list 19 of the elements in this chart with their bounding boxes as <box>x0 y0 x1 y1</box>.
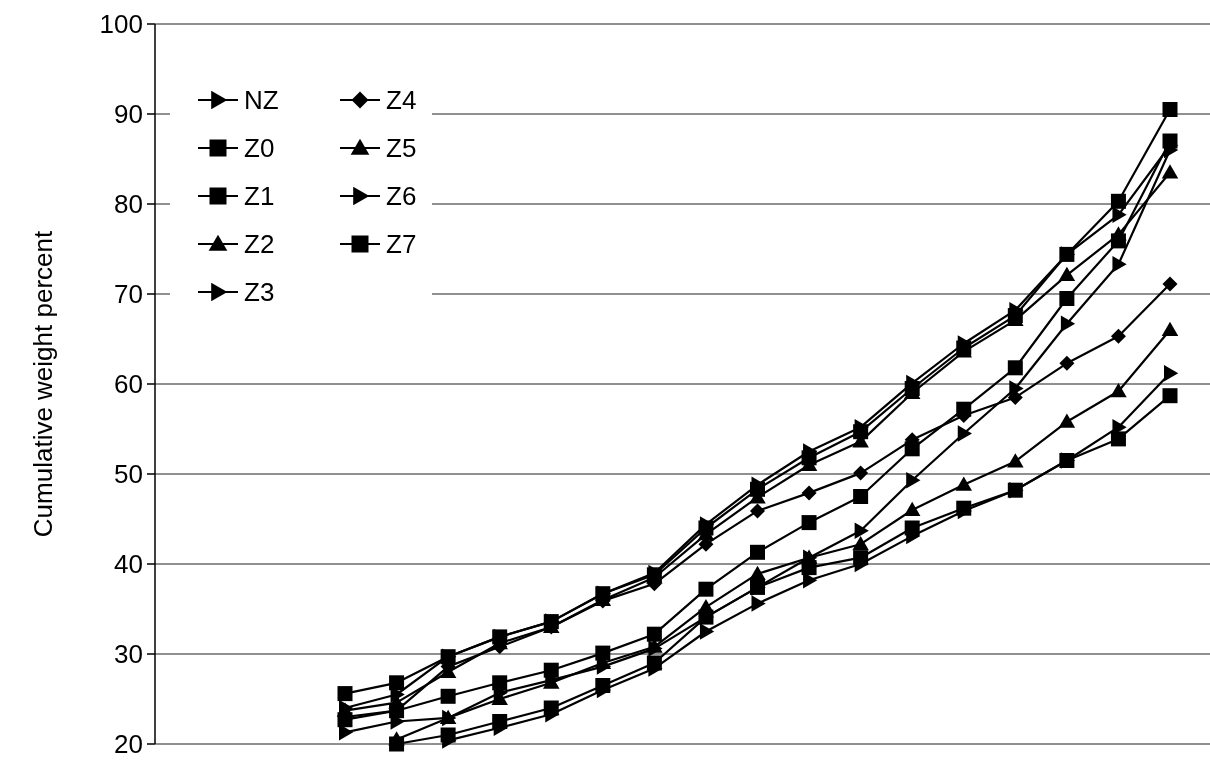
y-tick-label: 50 <box>114 459 143 490</box>
legend-label: NZ <box>244 85 279 116</box>
legend-label: Z0 <box>244 133 275 164</box>
y-tick-label: 60 <box>114 369 143 400</box>
legend-label: Z5 <box>386 133 417 164</box>
legend-label: Z1 <box>244 181 275 212</box>
y-tick-label: 40 <box>114 549 143 580</box>
y-tick-label: 100 <box>99 9 143 40</box>
legend-label: Z3 <box>244 277 275 308</box>
legend-label: Z4 <box>386 85 417 116</box>
y-tick-label: 20 <box>114 729 143 760</box>
legend-label: Z6 <box>386 181 417 212</box>
y-tick-label: 90 <box>114 99 143 130</box>
legend-label: Z2 <box>244 229 275 260</box>
y-axis-title: Cumulative weight percent <box>28 230 58 538</box>
y-tick-label: 80 <box>114 189 143 220</box>
y-tick-label: 30 <box>114 639 143 670</box>
legend-label: Z7 <box>386 229 417 260</box>
y-tick-label: 70 <box>114 279 143 310</box>
